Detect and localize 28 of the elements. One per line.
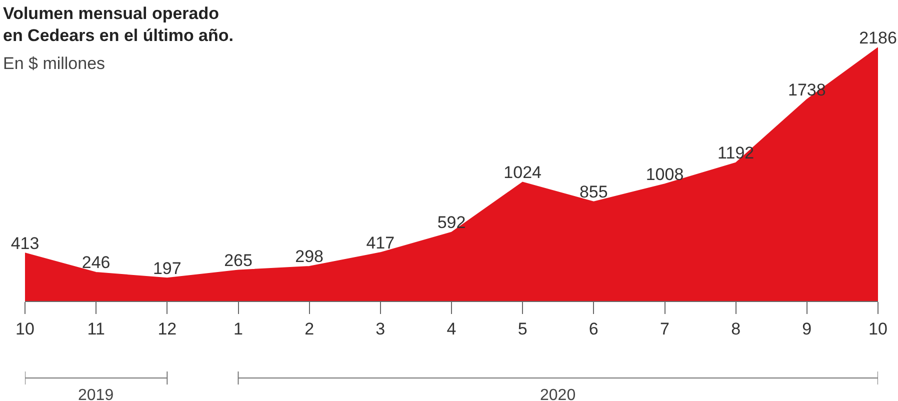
data-label: 246 [82,253,110,272]
x-tick-label: 5 [518,319,528,338]
text: 2020 [540,387,576,401]
data-label: 855 [579,182,608,202]
x-tick-label: 7 [660,319,670,338]
data-label: 592 [437,213,466,232]
chart-subtitle: En $ millones [3,54,106,73]
data-label: 2186 [859,28,897,48]
data-label: 417 [366,233,395,252]
data-label: 265 [224,251,252,270]
text: 2019 [78,387,114,401]
x-tick-label: 2 [304,319,314,338]
data-label: 413 [10,234,40,253]
x-tick-label: 10 [16,319,34,338]
data-label: 1024 [504,163,542,182]
x-tick-label: 11 [87,319,105,338]
x-tick-label: 1 [234,319,243,338]
x-tick-label: 4 [446,319,456,338]
data-label: 1008 [646,164,684,184]
x-tick-label: 9 [802,319,812,338]
x-tick-label: 6 [588,319,598,338]
data-label: 197 [152,258,182,278]
x-tick-label: 3 [376,319,386,338]
x-tick-label: 8 [731,319,741,338]
chart-title: Volumen mensual operado en Cedears en el último año. [3,4,234,46]
x-tick-label: 10 [868,319,888,338]
x-tick-label: 12 [158,319,177,338]
data-label: 298 [295,247,324,266]
